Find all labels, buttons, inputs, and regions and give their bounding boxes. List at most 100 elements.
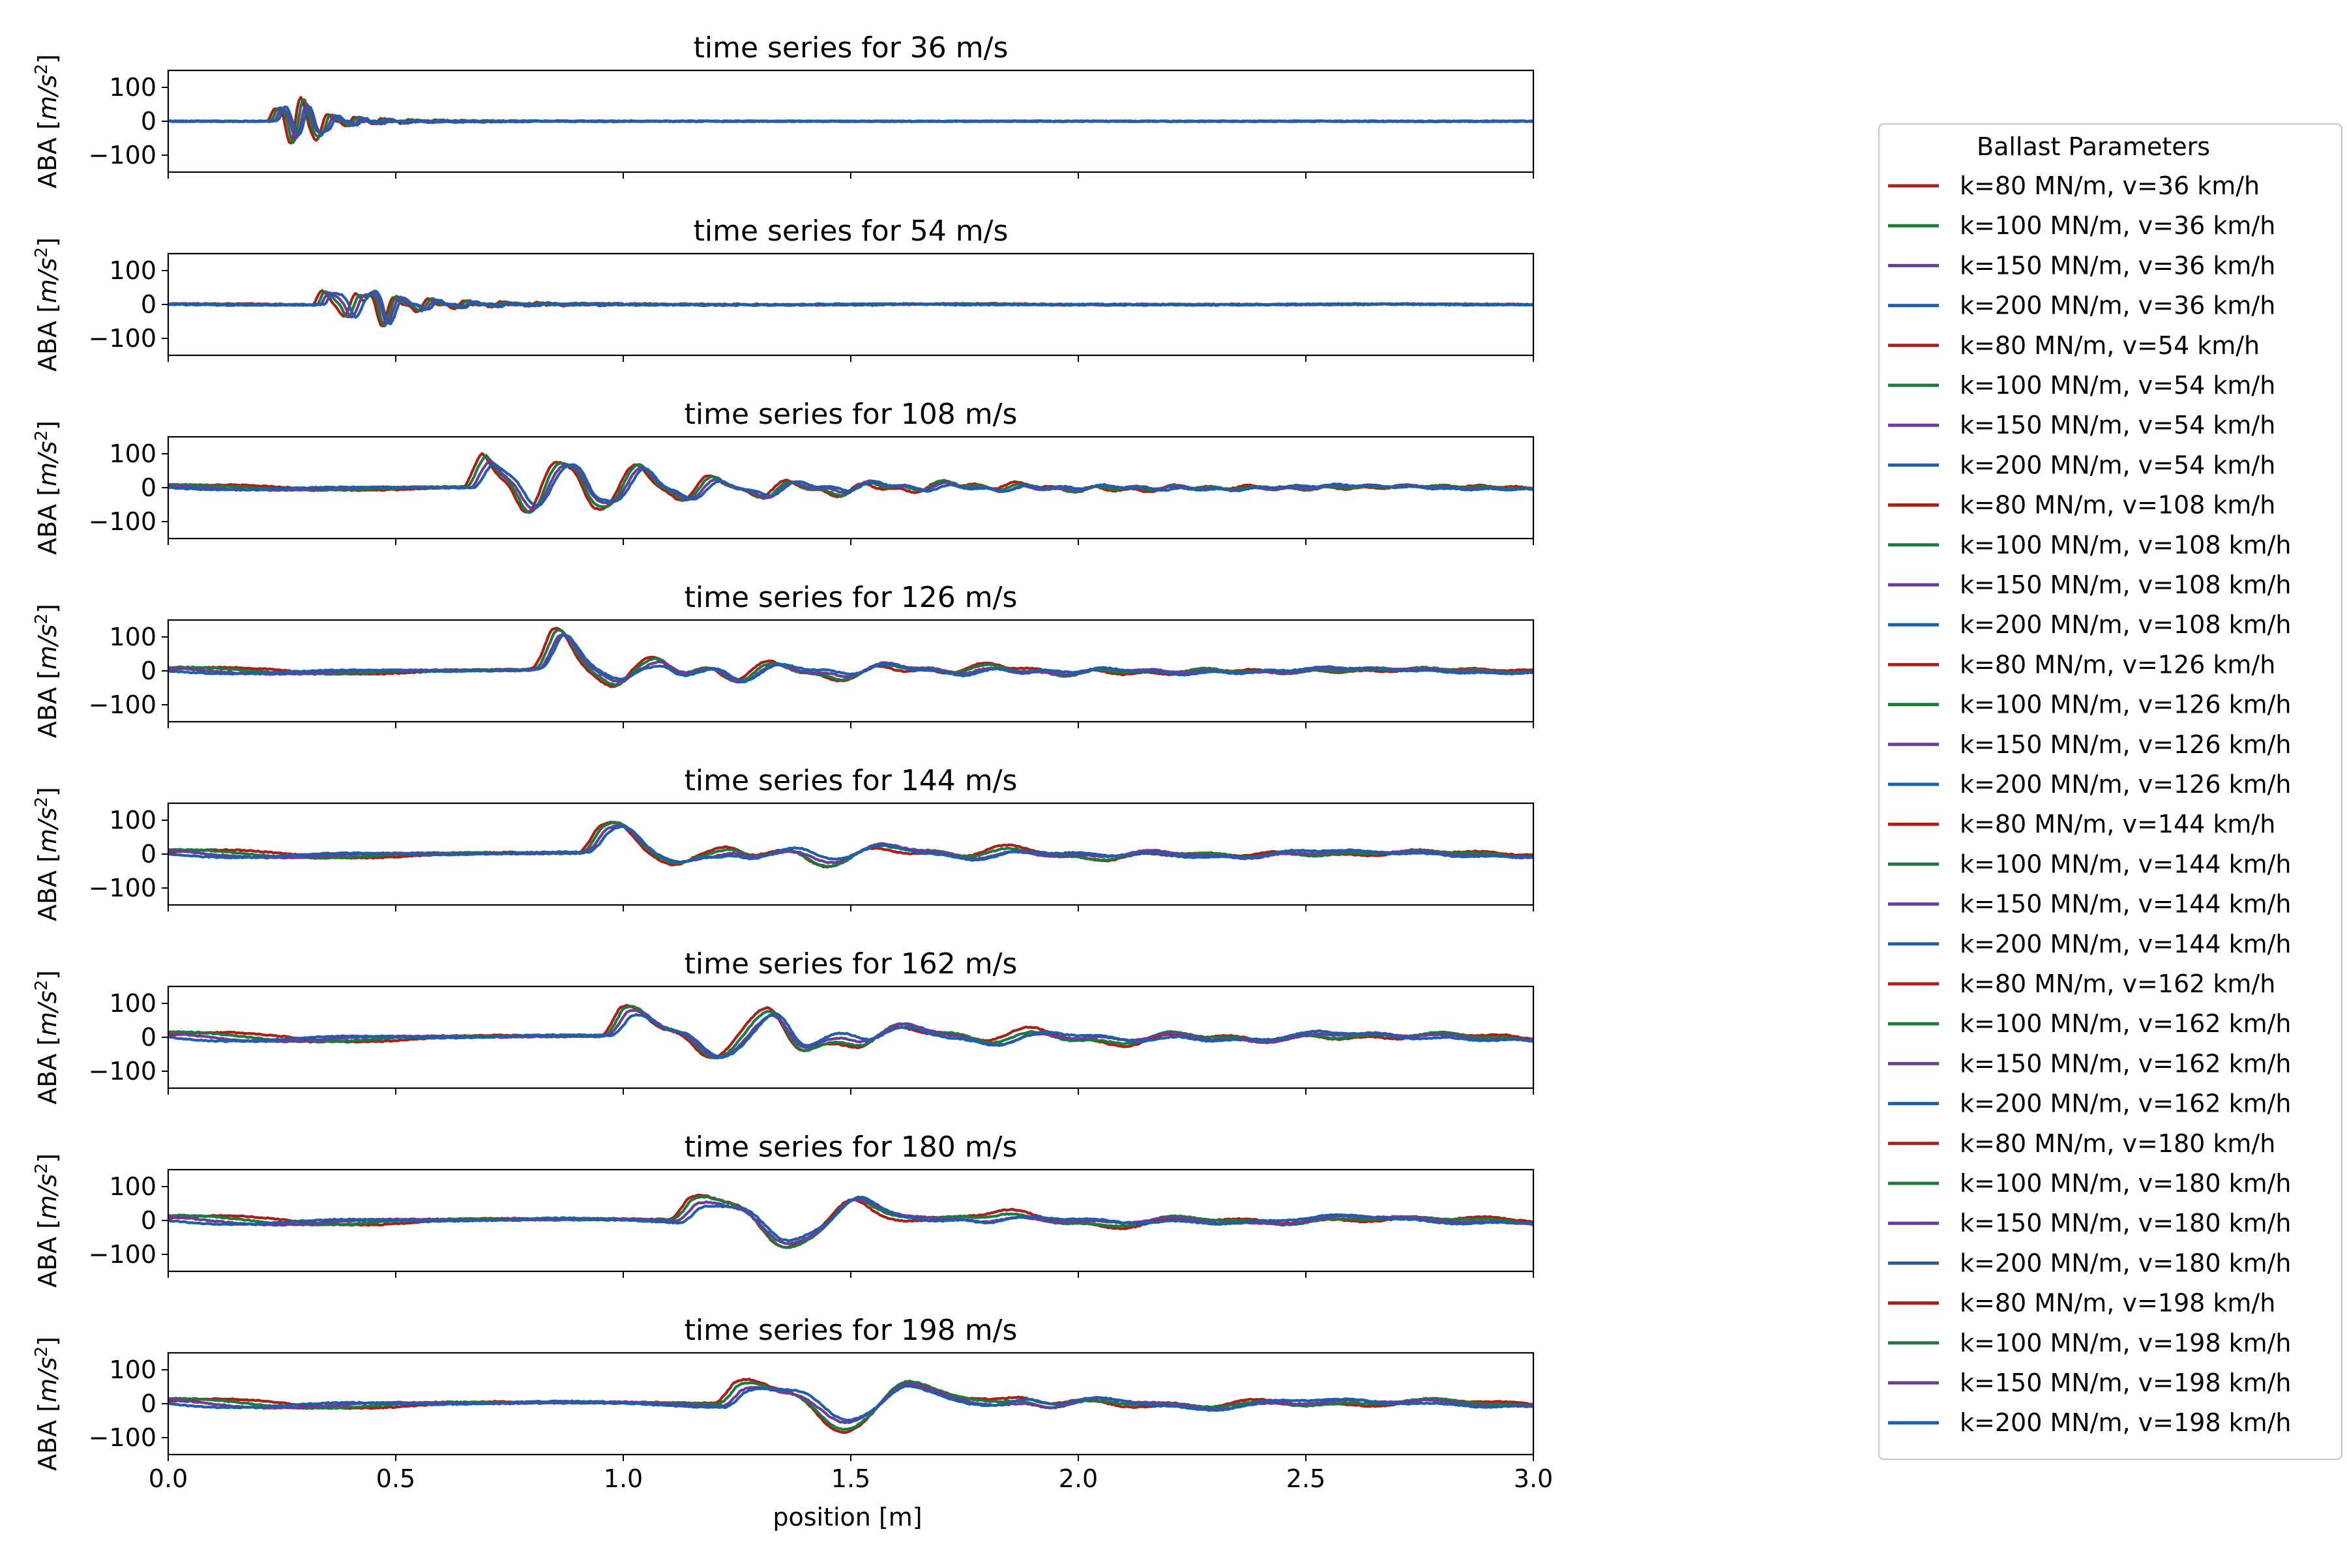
subplot-8: time series for 198 m/s 100 0 −100 0.0 0.5 1.0… (32, 1314, 1553, 1493)
legend-label: k=80 MN/m, v=144 km/h (1960, 810, 2275, 838)
legend-item: k=150 MN/m, v=162 km/h (1888, 1049, 2292, 1078)
legend-label: k=80 MN/m, v=162 km/h (1960, 969, 2275, 998)
subplot-3: time series for 108 m/s 100 0 −100 ABA [m/s2… (32, 398, 1535, 555)
y-tick-label: 100 (109, 623, 156, 651)
subplot-title: time series for 198 m/s (685, 1314, 1018, 1347)
legend-label: k=200 MN/m, v=36 km/h (1960, 291, 2275, 320)
legend-label: k=100 MN/m, v=198 km/h (1960, 1329, 2292, 1357)
legend-label: k=80 MN/m, v=54 km/h (1960, 331, 2260, 360)
x-tick-label: 0.5 (376, 1464, 415, 1493)
panels-layer: time series for 36 m/s 100 0 −100 ABA [m/s2]… (32, 31, 1553, 1493)
series-lines (168, 627, 1533, 688)
y-axis-label: ABA [m/s2] (32, 421, 62, 555)
legend-label: k=100 MN/m, v=36 km/h (1960, 211, 2275, 240)
y-tick-label: −100 (89, 507, 156, 536)
y-tick-label: 100 (109, 989, 156, 1018)
y-tick-label: 100 (109, 439, 156, 468)
legend-item: k=200 MN/m, v=162 km/h (1888, 1089, 2292, 1118)
legend-label: k=200 MN/m, v=126 km/h (1960, 770, 2292, 799)
subplot-title: time series for 54 m/s (694, 214, 1009, 248)
subplot-7: time series for 180 m/s 100 0 −100 ABA [m/s2… (32, 1131, 1535, 1288)
legend-label: k=100 MN/m, v=108 km/h (1960, 531, 2292, 559)
y-axis-label: ABA [m/s2] (32, 787, 62, 921)
series-line-k-200-mn-m-v-180-km-h (168, 1195, 1533, 1243)
subplot-title: time series for 144 m/s (685, 764, 1018, 797)
y-tick-label: 0 (141, 840, 156, 868)
legend-label: k=200 MN/m, v=54 km/h (1960, 451, 2275, 479)
y-tick-label: 0 (141, 1023, 156, 1052)
y-tick-label: −100 (89, 1240, 156, 1269)
legend-label: k=80 MN/m, v=180 km/h (1960, 1129, 2275, 1158)
y-tick-label: 0 (141, 657, 156, 685)
legend-item: k=100 MN/m, v=162 km/h (1888, 1009, 2292, 1038)
legend-label: k=150 MN/m, v=108 km/h (1960, 570, 2292, 599)
legend-label: k=150 MN/m, v=126 km/h (1960, 730, 2292, 759)
subplot-6: time series for 162 m/s 100 0 −100 ABA [m/s2… (32, 947, 1535, 1104)
y-axis-label: ABA [m/s2] (32, 237, 62, 372)
legend: Ballast Parameters k=80 MN/m, v=36 km/h k=… (1878, 123, 2343, 1460)
y-tick-label: 100 (109, 1172, 156, 1201)
legend-item: k=150 MN/m, v=126 km/h (1888, 730, 2292, 759)
y-tick-label: 0 (141, 473, 156, 502)
legend-label: k=100 MN/m, v=144 km/h (1960, 850, 2292, 878)
subplot-4: time series for 126 m/s 100 0 −100 ABA [m/s2… (32, 581, 1535, 738)
legend-box (1878, 123, 2343, 1460)
x-tick-label: 3.0 (1514, 1464, 1553, 1493)
legend-label: k=150 MN/m, v=54 km/h (1960, 411, 2275, 439)
legend-label: k=150 MN/m, v=144 km/h (1960, 890, 2292, 919)
legend-item: k=80 MN/m, v=126 km/h (1888, 650, 2275, 679)
y-tick-label: −100 (89, 1057, 156, 1086)
subplot-5: time series for 144 m/s 100 0 −100 ABA [m/s2… (32, 764, 1535, 921)
y-tick-label: 0 (141, 1389, 156, 1418)
series-lines (168, 1378, 1533, 1434)
legend-item: k=80 MN/m, v=36 km/h (1888, 171, 2260, 200)
y-axis-label: ABA [m/s2] (32, 970, 62, 1104)
series-line-k-200-mn-m-v-126-km-h (168, 634, 1533, 683)
legend-item: k=80 MN/m, v=144 km/h (1888, 810, 2275, 838)
legend-label: k=150 MN/m, v=198 km/h (1960, 1368, 2292, 1397)
legend-item: k=150 MN/m, v=144 km/h (1888, 890, 2292, 919)
legend-item: k=100 MN/m, v=108 km/h (1888, 531, 2292, 559)
subplot-1: time series for 36 m/s 100 0 −100 ABA [m/s2] (32, 31, 1535, 188)
legend-item: k=80 MN/m, v=162 km/h (1888, 969, 2275, 998)
legend-item: k=150 MN/m, v=180 km/h (1888, 1209, 2292, 1237)
x-tick-label: 2.0 (1059, 1464, 1098, 1493)
series-lines (168, 289, 1533, 328)
legend-label: k=80 MN/m, v=36 km/h (1960, 171, 2260, 200)
y-tick-label: −100 (89, 874, 156, 902)
legend-label: k=200 MN/m, v=180 km/h (1960, 1249, 2292, 1277)
y-tick-label: 100 (109, 73, 156, 102)
legend-label: k=100 MN/m, v=162 km/h (1960, 1009, 2292, 1038)
legend-label: k=150 MN/m, v=162 km/h (1960, 1049, 2292, 1078)
series-line-k-200-mn-m-v-36-km-h (168, 105, 1533, 137)
legend-item: k=100 MN/m, v=144 km/h (1888, 850, 2292, 878)
y-tick-label: −100 (89, 1423, 156, 1452)
legend-label: k=200 MN/m, v=108 km/h (1960, 610, 2292, 639)
legend-item: k=150 MN/m, v=36 km/h (1888, 251, 2275, 280)
subplot-title: time series for 162 m/s (685, 947, 1018, 981)
series-line-k-200-mn-m-v-108-km-h (168, 462, 1533, 507)
legend-item: k=100 MN/m, v=54 km/h (1888, 371, 2275, 400)
y-tick-label: −100 (89, 141, 156, 170)
legend-item: k=100 MN/m, v=126 km/h (1888, 690, 2292, 719)
legend-item: k=100 MN/m, v=36 km/h (1888, 211, 2275, 240)
legend-label: k=200 MN/m, v=144 km/h (1960, 930, 2292, 958)
y-axis-label: ABA [m/s2] (32, 1153, 62, 1288)
legend-item: k=150 MN/m, v=108 km/h (1888, 570, 2292, 599)
series-lines (168, 820, 1533, 869)
y-axis-label: ABA [m/s2] (32, 1337, 62, 1471)
series-line-k-150-mn-m-v-198-km-h (168, 1382, 1533, 1425)
subplot-title: time series for 180 m/s (685, 1131, 1018, 1164)
y-tick-label: 100 (109, 256, 156, 285)
series-line-k-200-mn-m-v-144-km-h (168, 825, 1533, 864)
legend-title: Ballast Parameters (1977, 132, 2210, 161)
legend-item: k=200 MN/m, v=36 km/h (1888, 291, 2275, 320)
legend-label: k=100 MN/m, v=54 km/h (1960, 371, 2275, 400)
legend-item: k=80 MN/m, v=108 km/h (1888, 491, 2275, 520)
y-axis-label: ABA [m/s2] (32, 604, 62, 738)
series-line-k-200-mn-m-v-198-km-h (168, 1384, 1533, 1422)
y-tick-label: 0 (141, 107, 156, 136)
x-tick-label: 2.5 (1286, 1464, 1325, 1493)
